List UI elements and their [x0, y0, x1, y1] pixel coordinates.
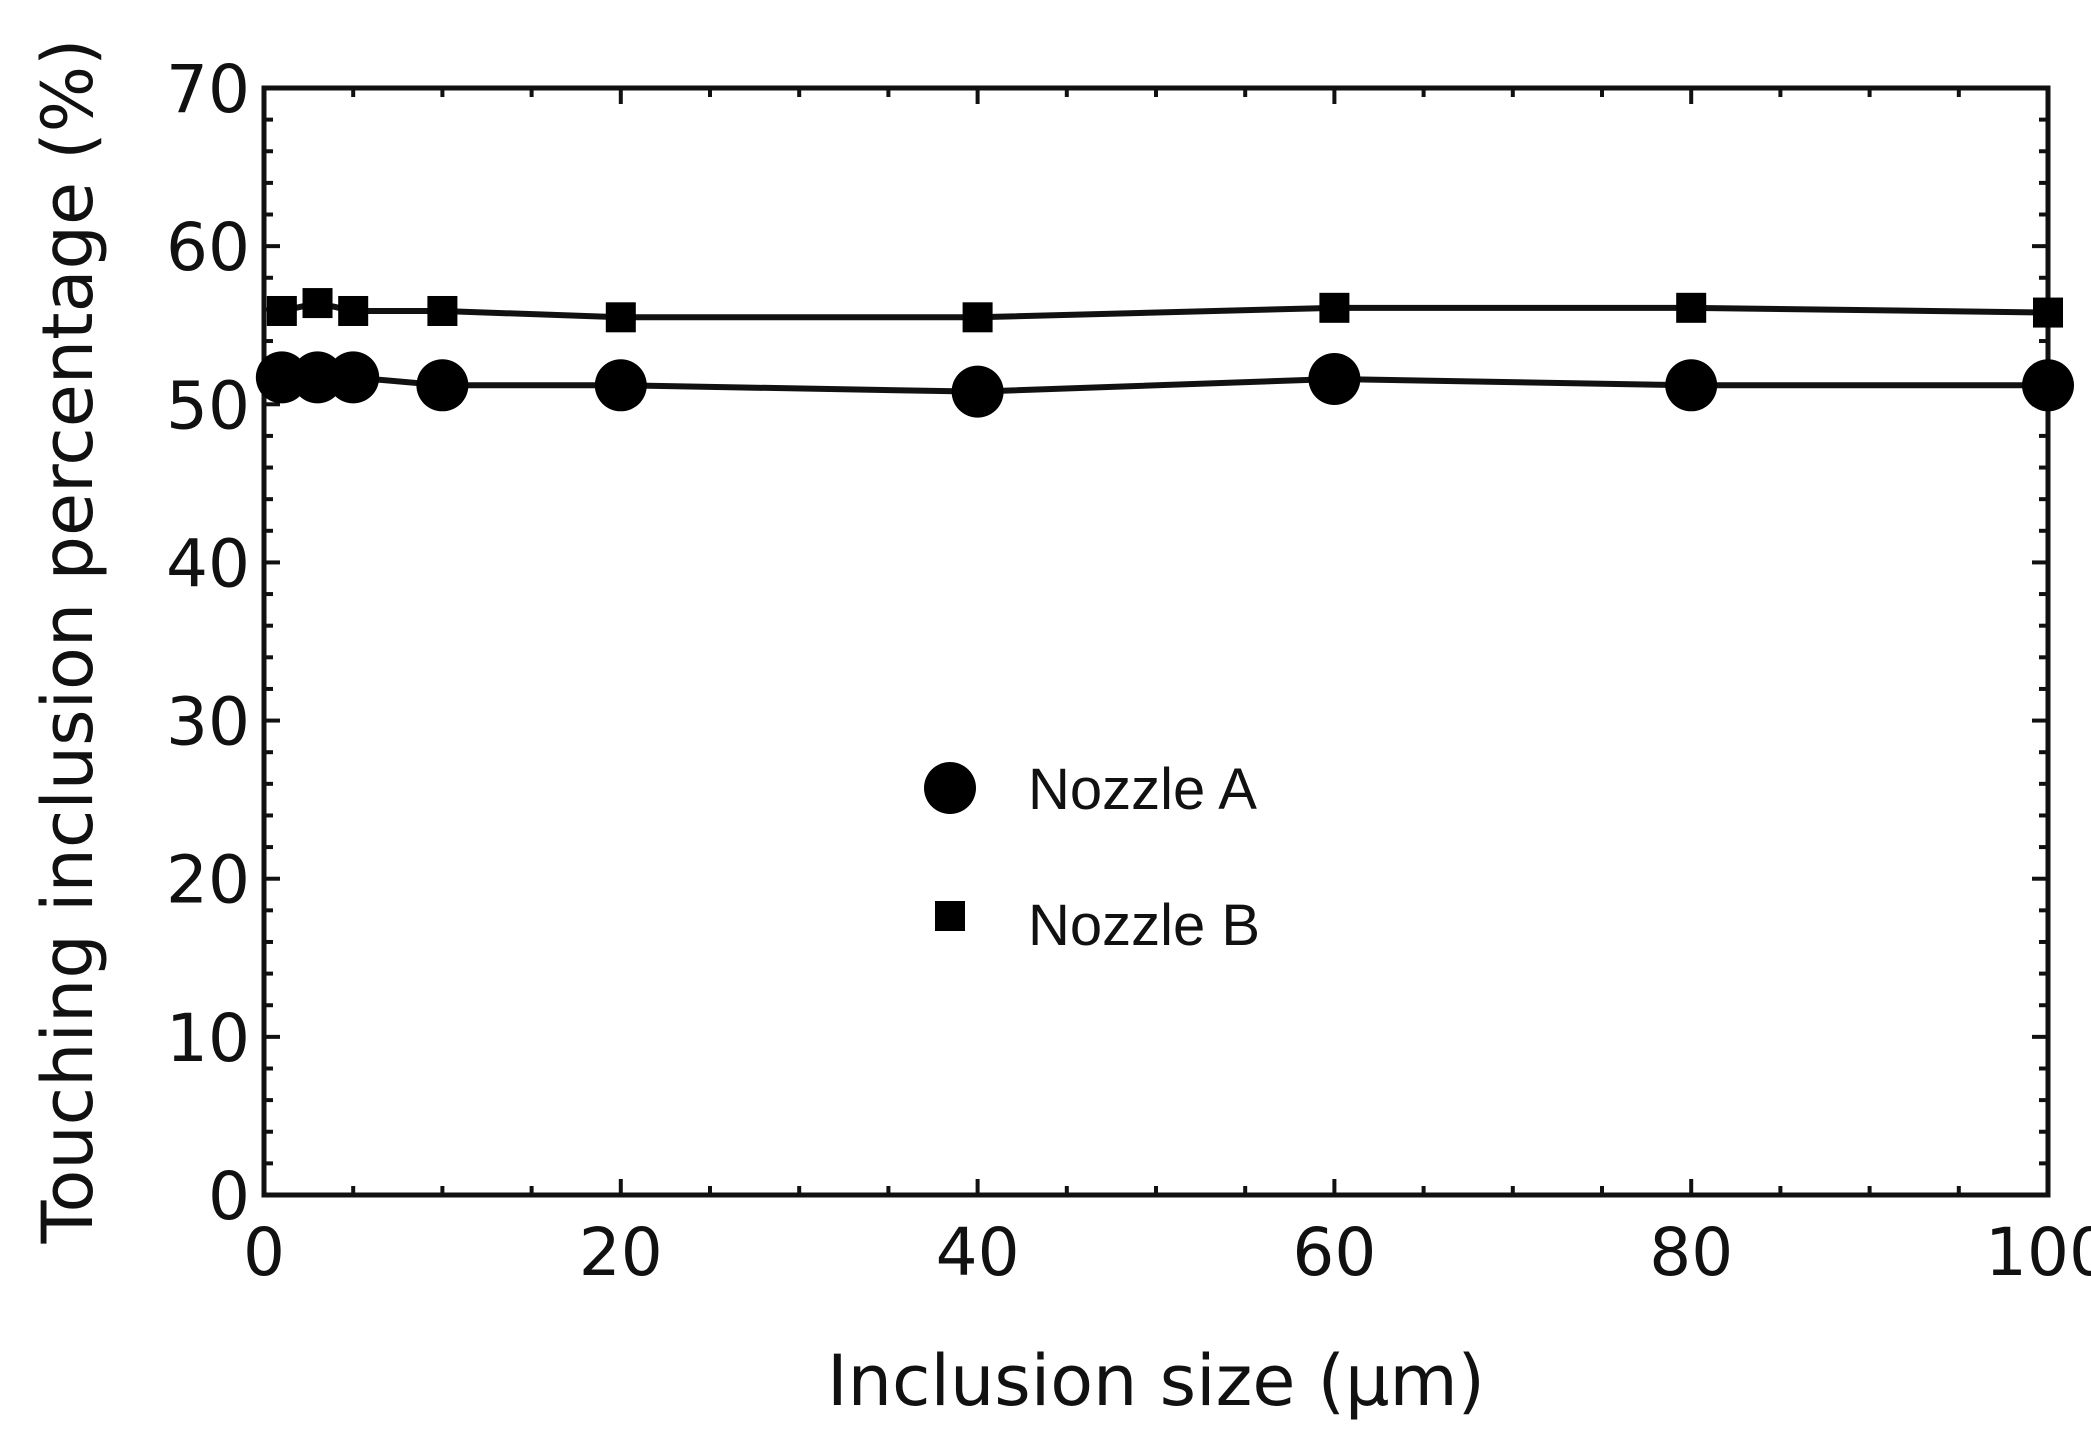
data-point-nozzle-b — [338, 295, 369, 326]
data-point-nozzle-b — [1676, 292, 1707, 323]
data-point-nozzle-b — [266, 295, 297, 326]
legend-label-nozzle-a: Nozzle A — [1028, 757, 1257, 822]
data-point-nozzle-b — [605, 302, 636, 333]
x-tick-label: 0 — [243, 1214, 285, 1291]
series-line-nozzle-b — [281, 300, 2049, 321]
x-tick-label: 20 — [579, 1214, 663, 1291]
data-point-nozzle-b — [1319, 292, 1350, 323]
axis-ticks — [262, 86, 2050, 1197]
y-tick-label: 20 — [166, 842, 250, 919]
data-point-nozzle-a — [951, 365, 1004, 418]
data-point-nozzle-a — [1665, 359, 1718, 412]
series-line-nozzle-a — [281, 374, 2048, 395]
data-point-nozzle-a — [1308, 352, 1361, 405]
data-point-nozzle-a — [255, 351, 308, 404]
legend-label-nozzle-b: Nozzle B — [1028, 893, 1260, 958]
data-point-nozzle-b — [427, 295, 458, 326]
legend: Nozzle A Nozzle B — [924, 757, 1260, 958]
data-point-nozzle-a — [416, 359, 469, 412]
data-point-nozzle-a — [291, 351, 344, 404]
x-tick-label: 60 — [1292, 1214, 1376, 1291]
x-tick-label: 100 — [1985, 1214, 2091, 1291]
data-point-nozzle-a — [2022, 359, 2074, 412]
data-point-nozzle-b — [2033, 297, 2063, 328]
x-axis-tick-labels: 0 20 40 60 80 100 — [243, 1214, 2091, 1291]
data-point-nozzle-b — [302, 288, 333, 319]
series-markers — [255, 288, 2074, 418]
y-tick-label: 0 — [208, 1158, 250, 1235]
y-axis-title: Touching inclusion percentage (%) — [27, 39, 109, 1245]
y-tick-label: 60 — [166, 209, 250, 286]
plot-frame — [261, 85, 2051, 1198]
y-tick-label: 30 — [166, 684, 250, 761]
y-tick-label: 70 — [166, 51, 250, 128]
data-point-nozzle-b — [962, 302, 993, 333]
data-point-nozzle-a — [594, 359, 647, 412]
legend-marker-nozzle-a — [924, 762, 976, 814]
x-axis-title: Inclusion size (μm) — [827, 1340, 1485, 1422]
series-lines — [281, 300, 2049, 395]
y-tick-label: 50 — [166, 367, 250, 444]
y-axis-tick-labels: 0 10 20 30 40 50 60 70 — [166, 51, 250, 1235]
y-tick-label: 10 — [166, 1000, 250, 1077]
x-tick-label: 80 — [1649, 1214, 1733, 1291]
y-tick-label: 40 — [166, 525, 250, 602]
x-tick-label: 40 — [936, 1214, 1020, 1291]
data-point-nozzle-a — [327, 351, 380, 404]
legend-marker-nozzle-b — [935, 901, 965, 931]
